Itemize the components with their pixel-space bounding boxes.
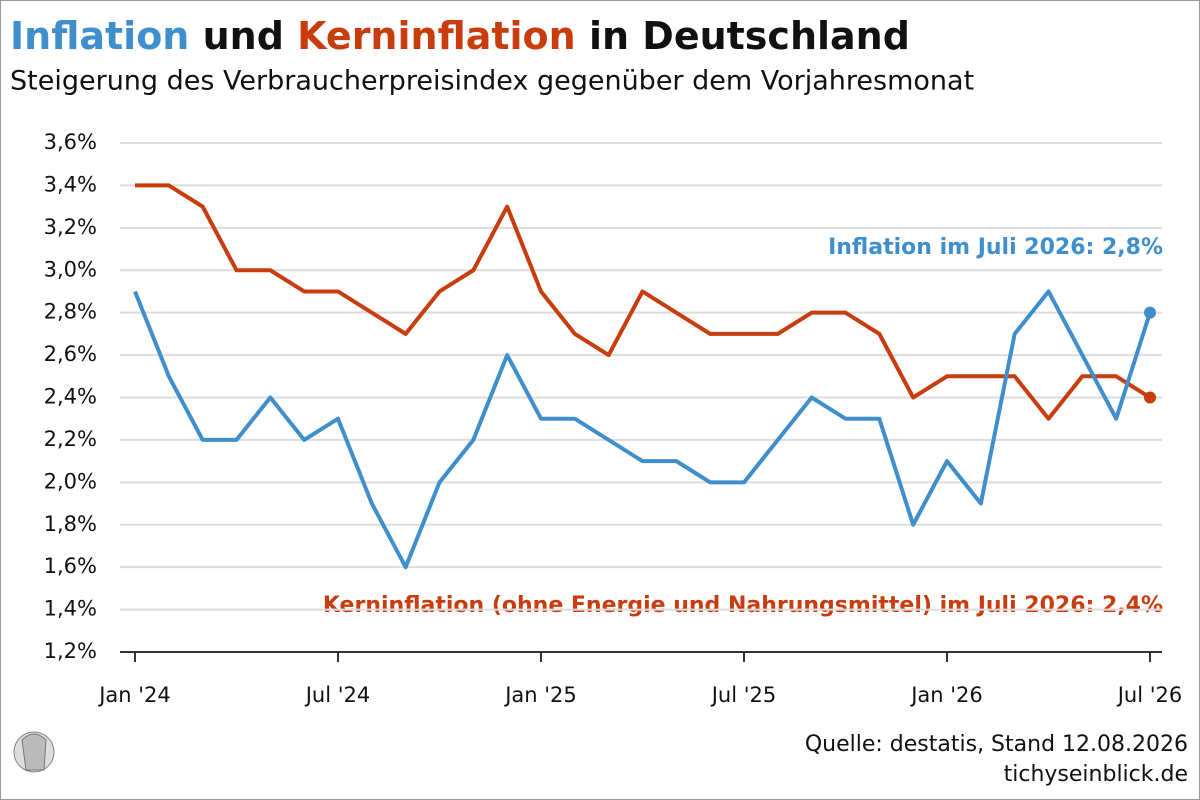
x-tick-label: Jul '26 xyxy=(1116,683,1183,707)
y-tick-label: 2,4% xyxy=(44,385,97,409)
y-tick-label: 2,2% xyxy=(44,427,97,451)
x-tick-label: Jan '25 xyxy=(503,683,577,707)
y-tick-label: 1,8% xyxy=(44,512,97,536)
y-tick-label: 3,0% xyxy=(44,257,97,281)
end-point xyxy=(1144,391,1156,404)
chart-title: Inflation und Kerninflation in Deutschla… xyxy=(10,14,910,58)
logo xyxy=(13,731,55,773)
x-tick-label: Jul '24 xyxy=(304,683,371,707)
y-tick-label: 3,2% xyxy=(44,215,97,239)
title-part: Inflation xyxy=(10,14,189,58)
line-series xyxy=(133,289,1152,570)
annotation: Kerninflation (ohne Energie und Nahrungs… xyxy=(323,593,1163,618)
y-tick-label: 1,6% xyxy=(44,554,97,578)
title-part: Kerninflation xyxy=(297,14,576,58)
chart-subtitle: Steigerung des Verbraucherpreisindex geg… xyxy=(10,66,974,97)
title-part: in Deutschland xyxy=(589,14,910,58)
y-tick-label: 3,6% xyxy=(44,130,97,154)
y-tick-label: 2,0% xyxy=(44,469,97,493)
brand: tichyseinblick.de xyxy=(1004,762,1188,787)
y-tick-label: 1,2% xyxy=(44,639,97,663)
y-tick-label: 1,4% xyxy=(44,597,97,621)
source: Quelle: destatis, Stand 12.08.2026 xyxy=(805,732,1188,757)
y-tick-label: 2,8% xyxy=(44,300,97,324)
y-tick-label: 3,4% xyxy=(44,172,97,196)
x-tick-label: Jan '24 xyxy=(97,683,171,707)
y-tick-label: 2,6% xyxy=(44,342,97,366)
line-series xyxy=(135,183,1152,421)
end-point xyxy=(1144,306,1156,319)
x-tick-label: Jan '26 xyxy=(909,683,983,707)
annotation: Inflation im Juli 2026: 2,8% xyxy=(828,235,1163,260)
x-tick-label: Jul '25 xyxy=(710,683,777,707)
title-part: und xyxy=(203,14,284,58)
